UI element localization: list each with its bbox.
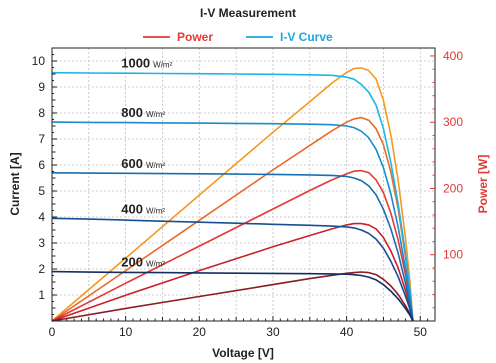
y-left-tick-label: 7: [38, 132, 45, 146]
x-tick-label: 40: [340, 325, 354, 339]
x-tick-label: 20: [193, 325, 207, 339]
grid: [52, 48, 435, 321]
iv-curve-200: [51, 270, 414, 322]
y-left-tick-label: 5: [38, 184, 45, 198]
power-curve-400: [51, 222, 414, 322]
x-tick-label: 30: [266, 325, 280, 339]
curves: [51, 67, 414, 322]
legend-label-power: Power: [177, 30, 213, 44]
y-left-tick-label: 9: [38, 80, 45, 94]
y-axis-right-label: Power [W]: [476, 155, 490, 214]
x-axis-label: Voltage [V]: [212, 346, 274, 360]
legend-label-iv-curve: I-V Curve: [280, 30, 333, 44]
irradiance-label-600: 600 W/m²: [121, 156, 165, 171]
chart-title: I-V Measurement: [200, 6, 296, 20]
power-curve-200: [51, 271, 414, 322]
power-curve-600: [51, 169, 414, 322]
iv-curve-1000: [51, 71, 414, 322]
ticks: 0 10 20 30 40 50 1 2 3 4 5 6 7 8 9 10 100 200 300 400: [32, 49, 464, 339]
y-left-tick-label: 10: [32, 54, 46, 68]
power-curve-1000: [51, 67, 414, 322]
irradiance-label-400: 400 W/m²: [121, 201, 165, 216]
y-right-tick-label: 100: [443, 248, 463, 262]
y-right-tick-label: 300: [443, 115, 463, 129]
iv-curve-600: [51, 172, 414, 322]
y-left-tick-label: 3: [38, 236, 45, 250]
x-tick-label: 0: [49, 325, 56, 339]
x-tick-label: 10: [119, 325, 133, 339]
irradiance-labels: 1000 W/m² 800 W/m² 600 W/m² 400 W/m² 200 W/m²: [121, 56, 172, 270]
irradiance-label-1000: 1000 W/m²: [121, 56, 172, 71]
y-left-tick-label: 4: [38, 210, 45, 224]
y-left-tick-label: 8: [38, 106, 45, 120]
legend: Power I-V Curve: [143, 30, 333, 44]
y-axis-left-label: Current [A]: [8, 152, 22, 215]
y-left-tick-label: 6: [38, 158, 45, 172]
y-left-tick-label: 1: [38, 288, 45, 302]
y-right-tick-label: 200: [443, 181, 463, 195]
y-right-tick-label: 400: [443, 49, 463, 63]
irradiance-label-200: 200 W/m²: [121, 255, 165, 270]
x-tick-label: 50: [414, 325, 428, 339]
y-left-tick-label: 2: [38, 262, 45, 276]
iv-curve-800: [51, 121, 414, 322]
iv-curve-400: [51, 217, 414, 322]
irradiance-label-800: 800 W/m²: [121, 105, 165, 120]
